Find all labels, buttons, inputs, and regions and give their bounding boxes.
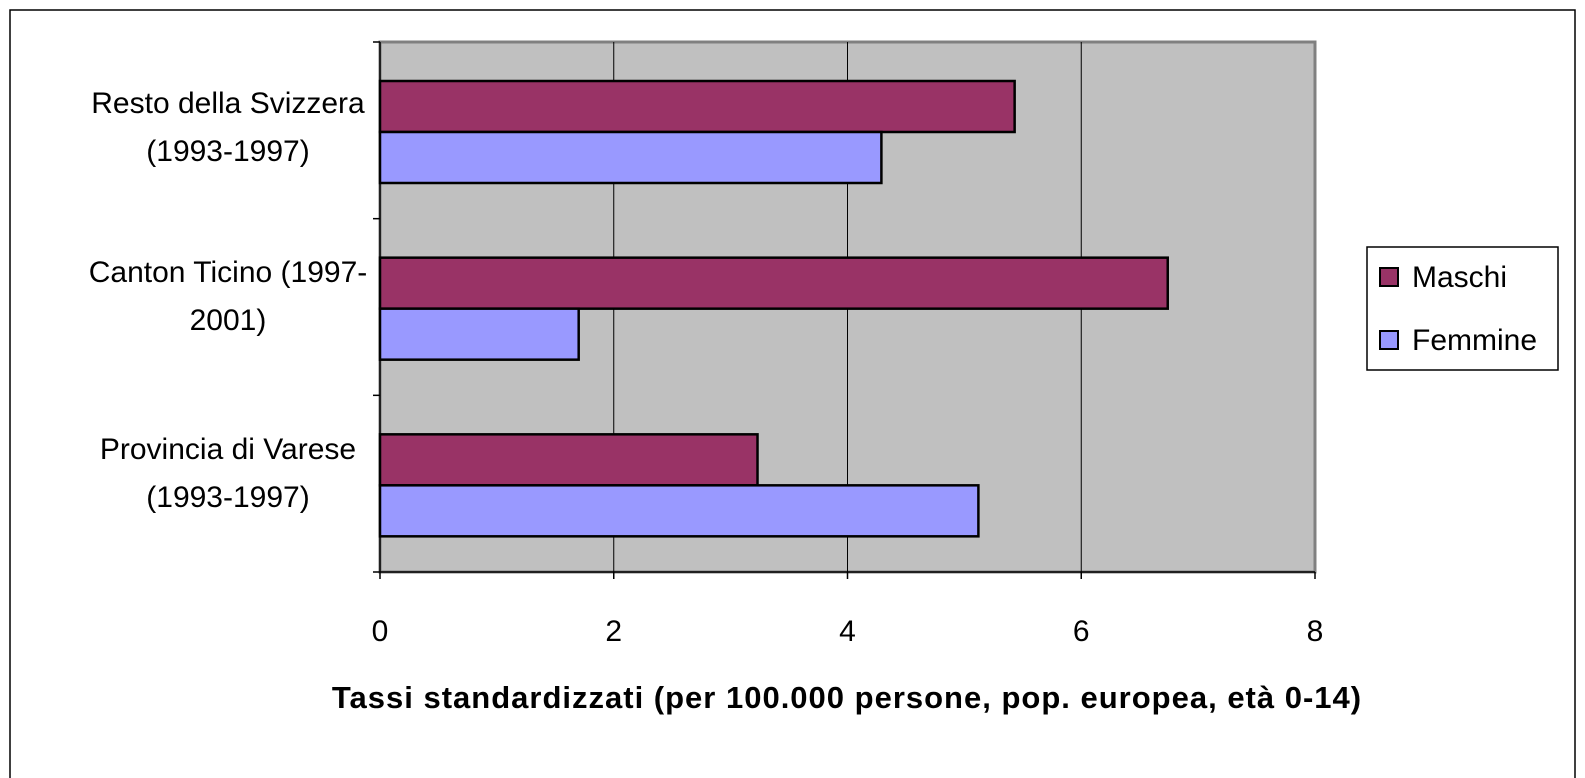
x-tick-label: 4 <box>839 615 856 648</box>
bar <box>378 256 1169 310</box>
bar <box>378 433 759 487</box>
x-tick-label: 6 <box>1073 615 1090 648</box>
x-tick-label: 8 <box>1307 615 1324 648</box>
legend-swatch <box>1379 330 1399 350</box>
x-axis-title: Tassi standardizzati (per 100.000 person… <box>332 680 1362 715</box>
legend-label: Maschi <box>1412 261 1507 294</box>
bar <box>378 484 980 538</box>
y-tick-label: Canton Ticino (1997-2001) <box>88 256 368 337</box>
y-tick-label: Provincia di Varese (1993-1997) <box>99 432 357 514</box>
bar <box>378 130 883 185</box>
y-tick-label: Resto della Svizzera (1993-1997) <box>91 87 365 169</box>
legend-label: Femmine <box>1412 324 1537 357</box>
legend-swatch <box>1379 267 1399 287</box>
bar <box>378 79 1016 134</box>
x-tick-label: 2 <box>605 615 622 648</box>
bar <box>378 307 580 361</box>
x-tick-label: 0 <box>372 615 389 648</box>
